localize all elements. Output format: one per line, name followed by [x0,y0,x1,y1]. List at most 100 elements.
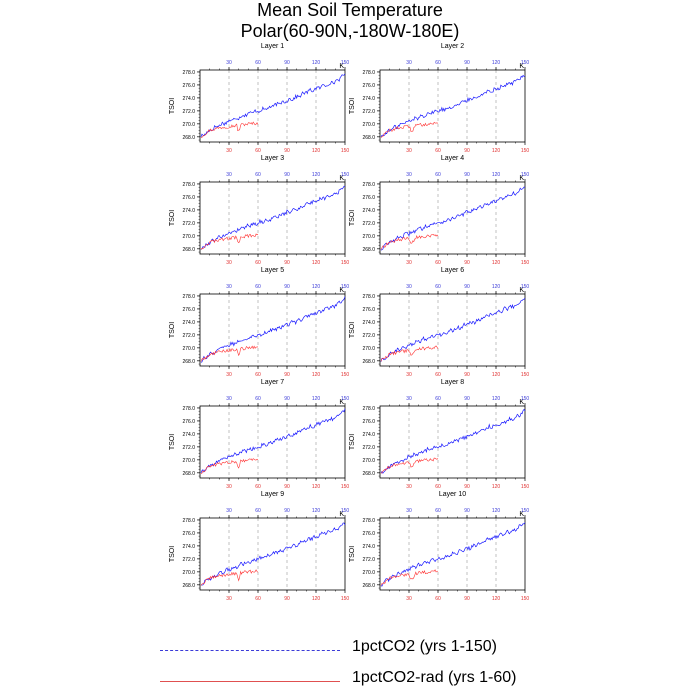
bottom-tick-label: 120 [312,596,321,602]
y-tick-label: 270.0 [362,234,375,240]
chart-title-line2: Polar(60-90N,-180W-180E) [240,21,460,41]
y-tick-label: 270.0 [182,458,195,464]
y-tick-label: 276.0 [362,531,375,537]
bottom-tick-label: 30 [406,260,412,266]
top-tick-label: 90 [464,396,470,402]
top-tick-label: 120 [492,284,501,290]
top-tick-label: 150 [521,284,530,290]
bottom-tick-label: 120 [492,484,501,490]
y-tick-label: 272.0 [362,109,375,115]
bottom-tick-label: 150 [521,484,530,490]
y-tick-label: 276.0 [182,307,195,313]
bottom-tick-label: 30 [406,484,412,490]
chart-title: Mean Soil Temperature Polar(60-90N,-180W… [200,0,500,42]
plot-frame [379,517,526,591]
bottom-tick-label: 60 [255,148,261,154]
panel-title: Layer 9 [261,491,284,498]
y-tick-label: 276.0 [182,531,195,537]
y-tick-label: 272.0 [362,445,375,451]
series-1pctco2-rad-line [200,345,259,362]
top-tick-label: 120 [492,60,501,66]
series-1pctco2-rad-line [380,457,439,474]
top-tick-label: 120 [312,508,321,514]
y-tick-label: 278.0 [182,406,195,412]
top-tick-label: 150 [521,396,530,402]
panel-6: Layer 6 K 30 60 90 120 150 30 60 90 120 150 268.0 270… [349,267,529,378]
y-tick-label: 270.0 [182,234,195,240]
bottom-tick-label: 150 [341,596,350,602]
top-tick-label: 30 [406,284,412,290]
top-tick-label: 150 [521,172,530,178]
top-tick-label: 120 [312,396,321,402]
bottom-tick-label: 60 [255,484,261,490]
y-tick-label: 272.0 [182,557,195,563]
y-tick-label: 270.0 [182,122,195,128]
plot-frame [199,293,346,367]
series-1pctco2-rad-line [380,121,439,138]
panel-9: Layer 9 K 30 60 90 120 150 30 60 90 120 150 268.0 270… [169,491,349,602]
top-tick-label: 90 [464,60,470,66]
panel-5: Layer 5 K 30 60 90 120 150 30 60 90 120 150 268.0 270… [169,267,349,378]
y-tick-label: 276.0 [362,83,375,89]
panel-2: Layer 2 K 30 60 90 120 150 30 60 90 120 150 268.0 270… [349,43,529,154]
bottom-tick-label: 150 [341,260,350,266]
top-tick-label: 30 [226,284,232,290]
bottom-tick-label: 120 [312,484,321,490]
top-tick-label: 30 [406,172,412,178]
y-tick-label: 274.0 [362,96,375,102]
y-tick-label: 270.0 [362,122,375,128]
bottom-tick-label: 150 [341,484,350,490]
top-tick-label: 120 [492,508,501,514]
top-tick-label: 60 [255,396,261,402]
bottom-tick-label: 150 [341,148,350,154]
bottom-tick-label: 90 [284,596,290,602]
top-tick-label: 150 [521,60,530,66]
units-label: K [519,399,524,406]
top-tick-label: 60 [435,284,441,290]
top-tick-label: 150 [341,60,350,66]
y-tick-label: 272.0 [362,557,375,563]
top-tick-label: 120 [312,284,321,290]
y-tick-label: 276.0 [182,83,195,89]
y-tick-label: 268.0 [362,135,375,141]
y-tick-label: 274.0 [182,208,195,214]
bottom-tick-label: 90 [284,260,290,266]
bottom-tick-label: 120 [492,596,501,602]
bottom-tick-label: 90 [464,372,470,378]
bottom-tick-label: 150 [521,148,530,154]
panel-title: Layer 5 [261,267,284,274]
panel-7: Layer 7 K 30 60 90 120 150 30 60 90 120 150 268.0 270… [169,379,349,490]
y-tick-label: 272.0 [182,333,195,339]
top-tick-label: 30 [406,508,412,514]
y-axis-label: TSOI [169,434,176,450]
plot-frame [379,181,526,255]
y-tick-label: 274.0 [182,96,195,102]
series-1pctco2-rad-line [200,569,259,586]
panel-title: Layer 2 [441,43,464,50]
bottom-tick-label: 150 [521,260,530,266]
units-label: K [519,287,524,294]
top-tick-label: 60 [435,508,441,514]
y-tick-label: 276.0 [182,419,195,425]
y-tick-label: 272.0 [362,221,375,227]
panel-title: Layer 10 [439,491,466,498]
panel-title: Layer 6 [441,267,464,274]
panel-10: Layer 10 K 30 60 90 120 150 30 60 90 120 150 268.0 27… [349,491,529,602]
panel-title: Layer 4 [441,155,464,162]
series-1pctco2-rad-line [380,234,439,250]
y-axis-label: TSOI [169,98,176,114]
units-label: K [339,511,344,518]
panel-4: Layer 4 K 30 60 90 120 150 30 60 90 120 150 268.0 270… [349,155,529,266]
series-1pctco2-line [200,408,346,474]
top-tick-label: 90 [284,172,290,178]
y-tick-label: 278.0 [182,518,195,524]
top-tick-label: 150 [341,508,350,514]
top-tick-label: 90 [284,60,290,66]
y-tick-label: 276.0 [362,419,375,425]
top-tick-label: 30 [406,60,412,66]
y-tick-label: 270.0 [362,346,375,352]
y-tick-label: 276.0 [362,195,375,201]
y-tick-label: 276.0 [182,195,195,201]
y-tick-label: 268.0 [362,583,375,589]
bottom-tick-label: 120 [492,260,501,266]
